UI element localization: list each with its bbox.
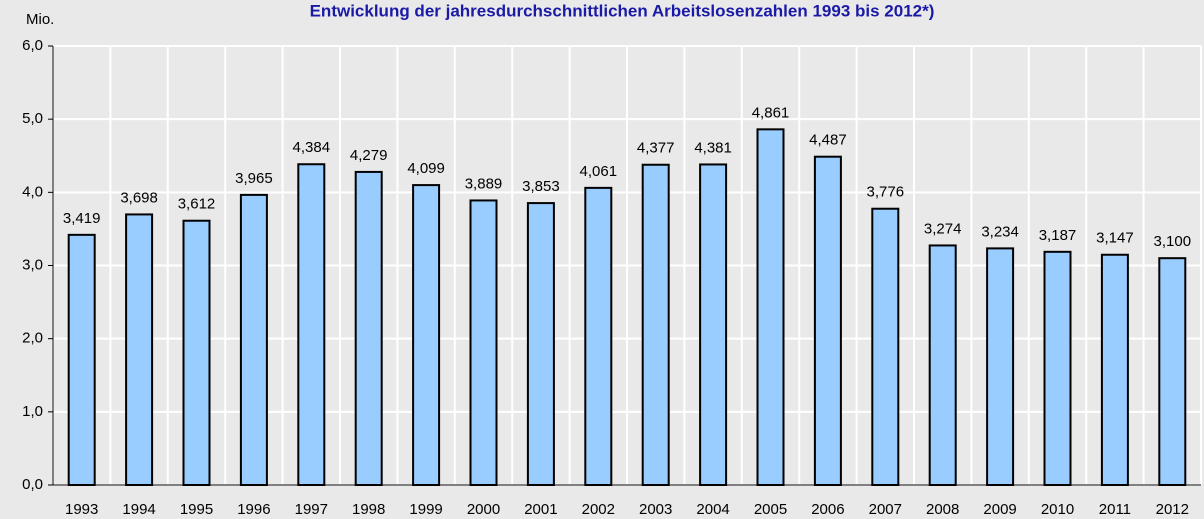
bar (182, 219, 211, 487)
value-label: 3,853 (522, 178, 560, 195)
bar (1100, 253, 1129, 486)
value-label: 3,100 (1154, 233, 1192, 250)
bar (699, 163, 728, 486)
value-label: 3,419 (63, 210, 101, 227)
value-label: 4,487 (809, 132, 847, 149)
value-label: 4,061 (580, 163, 618, 180)
y-tick-label: 1,0 (22, 403, 43, 420)
value-label: 3,965 (235, 170, 273, 187)
x-tick-label: 2011 (1099, 501, 1131, 518)
value-label: 3,612 (178, 196, 216, 213)
bar (813, 155, 842, 486)
bar (1043, 250, 1072, 486)
x-tick-label: 2010 (1041, 501, 1074, 518)
value-label: 4,377 (637, 140, 675, 157)
x-tick-label: 2000 (467, 501, 500, 518)
value-label: 3,187 (1039, 227, 1077, 244)
value-label: 3,698 (120, 189, 158, 206)
x-tick-label: 2003 (639, 501, 672, 518)
x-tick-label: 1994 (122, 501, 155, 518)
value-label: 4,279 (350, 147, 388, 164)
x-tick-label: 2009 (983, 501, 1016, 518)
x-tick-label: 1993 (65, 501, 98, 518)
bar (584, 186, 613, 486)
bar (1158, 257, 1187, 486)
value-label: 4,381 (694, 139, 732, 156)
x-tick-label: 2007 (869, 501, 902, 518)
bar (125, 213, 154, 487)
value-label: 4,861 (752, 104, 790, 121)
bar (297, 163, 326, 486)
value-label: 3,234 (981, 223, 1019, 240)
value-label: 3,147 (1096, 230, 1134, 247)
value-label: 3,776 (867, 184, 905, 201)
y-tick-label: 4,0 (22, 183, 43, 200)
bar (526, 202, 555, 486)
x-tick-label: 2008 (926, 501, 959, 518)
chart-title: Entwicklung der jahresdurchschnittlichen… (310, 1, 935, 20)
x-tick-label: 2006 (811, 501, 844, 518)
y-tick-label: 2,0 (22, 330, 43, 347)
x-tick-label: 1996 (237, 501, 270, 518)
bar (641, 163, 670, 486)
x-tick-label: 2002 (582, 501, 615, 518)
bar (354, 170, 383, 486)
bar (756, 128, 785, 487)
y-axis-label: Mio. (26, 11, 54, 28)
bar (871, 207, 900, 487)
y-tick-label: 5,0 (22, 110, 43, 127)
x-tick-label: 1997 (295, 501, 328, 518)
bar (986, 247, 1015, 486)
value-label: 3,274 (924, 220, 962, 237)
bar (469, 199, 498, 486)
bar (239, 193, 268, 486)
y-tick-label: 6,0 (22, 37, 43, 54)
x-tick-label: 1995 (180, 501, 213, 518)
x-tick-label: 2005 (754, 501, 787, 518)
value-label: 3,889 (465, 175, 503, 192)
x-tick-label: 1999 (409, 501, 442, 518)
x-tick-label: 2004 (696, 501, 729, 518)
bar (67, 233, 96, 486)
x-tick-label: 2001 (524, 501, 557, 518)
y-tick-label: 3,0 (22, 256, 43, 273)
value-label: 4,099 (407, 160, 445, 177)
bar (928, 244, 957, 486)
x-tick-label: 2012 (1156, 501, 1189, 518)
y-tick-label: 0,0 (22, 476, 43, 493)
value-label: 4,384 (293, 139, 331, 156)
bar (412, 184, 441, 486)
x-tick-label: 1998 (352, 501, 385, 518)
